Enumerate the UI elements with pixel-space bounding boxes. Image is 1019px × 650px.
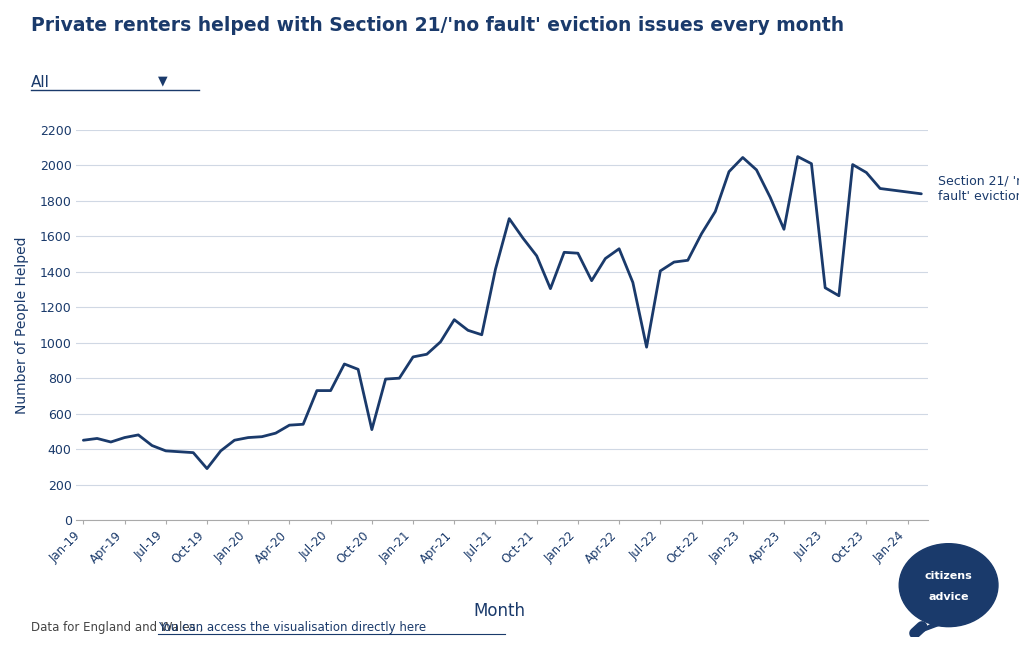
Text: You can access the visualisation directly here: You can access the visualisation directl… bbox=[158, 621, 426, 634]
FancyArrowPatch shape bbox=[914, 627, 921, 633]
Text: advice: advice bbox=[927, 592, 968, 603]
Text: citizens: citizens bbox=[924, 571, 971, 580]
Text: All: All bbox=[31, 75, 50, 90]
Y-axis label: Number of People Helped: Number of People Helped bbox=[14, 236, 29, 414]
Text: Private renters helped with Section 21/'no fault' eviction issues every month: Private renters helped with Section 21/'… bbox=[31, 16, 843, 35]
Circle shape bbox=[899, 543, 997, 627]
Text: Section 21/ 'no
fault' evictions: Section 21/ 'no fault' evictions bbox=[936, 174, 1019, 203]
Text: Data for England and Wales.,: Data for England and Wales., bbox=[31, 621, 207, 634]
Polygon shape bbox=[912, 624, 943, 635]
Text: Month: Month bbox=[474, 602, 525, 620]
Text: ▼: ▼ bbox=[158, 75, 167, 88]
